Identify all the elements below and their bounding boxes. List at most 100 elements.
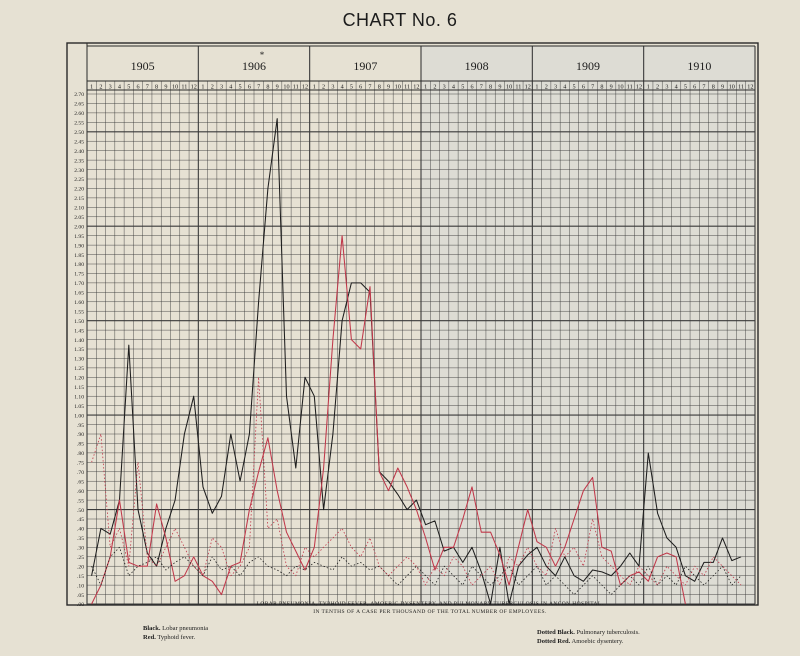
y-tick-label: 1.05 [74,404,84,410]
legend-left: Black. Lobar pneumonia Red. Typhoid feve… [143,624,208,642]
y-tick-label: .35 [77,536,84,542]
y-tick-label: .70 [77,470,84,476]
month-label: 1 [90,83,93,90]
month-label: 9 [387,83,390,90]
legend-item-amoebic-dysentery: Dotted Red. Amoebic dysentery. [537,638,624,645]
month-label: 10 [617,83,623,90]
y-tick-label: .05 [77,593,84,599]
month-label: 1 [313,83,316,90]
month-label: 2 [656,83,659,90]
y-tick-label: 1.90 [74,243,84,249]
month-label: 10 [506,83,512,90]
month-label: 11 [293,83,299,90]
y-tick-label: 1.75 [74,272,84,278]
month-label: 7 [146,83,149,90]
y-tick-label: .60 [77,489,84,495]
month-label: 8 [489,83,492,90]
y-tick-label: 1.25 [74,366,84,372]
y-tick-label: 2.10 [74,206,84,212]
month-label: 10 [283,83,289,90]
month-label: 11 [627,83,633,90]
y-tick-label: 2.20 [74,187,84,193]
y-tick-label: .45 [77,517,84,523]
legend-item-pulmonary-tuberculosis: Dotted Black. Pulmonary tuberculosis. [537,629,640,636]
y-tick-label: 1.70 [74,281,84,287]
month-label: 6 [136,83,139,90]
y-tick-label: .15 [77,574,84,580]
y-tick-label: 1.80 [74,262,84,268]
month-label: 9 [276,83,279,90]
month-label: 12 [636,83,642,90]
y-tick-label: 2.60 [74,111,84,117]
month-label: 12 [747,83,753,90]
month-label: 6 [470,83,473,90]
series-line-lobar-pneumonia [91,118,742,605]
y-tick-label: .10 [77,583,84,589]
y-tick-label: .30 [77,546,84,552]
month-label: 7 [480,83,483,90]
y-tick-label: 2.50 [74,130,84,136]
y-tick-label: .55 [77,498,84,504]
month-label: 9 [610,83,613,90]
month-label: 9 [721,83,724,90]
month-label: 6 [693,83,696,90]
y-tick-label: .50 [77,508,84,514]
month-label: 8 [600,83,603,90]
y-tick-label: 2.65 [74,102,84,108]
month-label: 2 [545,83,548,90]
legend-item-lobar-pneumonia: Black. Lobar pneumonia [143,625,209,632]
y-tick-label: .95 [77,423,84,429]
year-label: 1908 [465,59,489,73]
y-tick-label: .90 [77,432,84,438]
month-label: 5 [461,83,464,90]
y-tick-label: 2.25 [74,177,84,183]
y-tick-label: 1.45 [74,328,84,334]
month-label: 2 [99,83,102,90]
month-label: 8 [712,83,715,90]
month-label: 5 [350,83,353,90]
series-line-amoebic-dysentery [91,376,742,586]
month-label: 6 [359,83,362,90]
month-label: 4 [341,83,344,90]
y-tick-label: .40 [77,527,84,533]
month-label: 11 [738,83,744,90]
y-tick-label: 2.35 [74,158,84,164]
month-label: 4 [563,83,566,90]
month-label: 3 [665,83,668,90]
y-tick-label: 1.15 [74,385,84,391]
y-tick-label: 1.65 [74,291,84,297]
month-label: 6 [248,83,251,90]
month-label: 10 [395,83,401,90]
month-label: 10 [729,83,735,90]
year-label: 1910 [687,59,711,73]
month-label: 10 [172,83,178,90]
y-tick-label: 2.15 [74,196,84,202]
month-label: 7 [591,83,594,90]
y-tick-label: 1.95 [74,234,84,240]
month-label: 5 [573,83,576,90]
month-label: 3 [109,83,112,90]
y-tick-label: 1.30 [74,357,84,363]
y-tick-label: 2.70 [74,92,84,98]
y-tick-label: 2.00 [74,224,84,230]
month-label: 5 [239,83,242,90]
legend-item-typhoid-fever: Red. Typhoid fever. [143,634,196,641]
year-label: 1906 [242,59,266,73]
month-label: 2 [211,83,214,90]
y-tick-label: .20 [77,564,84,570]
y-tick-label: .65 [77,479,84,485]
y-tick-label: 1.20 [74,376,84,382]
year-label: 1909 [576,59,600,73]
month-label: 4 [118,83,121,90]
month-label: 12 [413,83,419,90]
month-label: 2 [322,83,325,90]
year-label: 1907 [353,59,377,73]
chart-caption-line1: LOBAR PNEUMONIA, TYPHOID FEVER, AMOEBIC … [256,601,604,607]
y-tick-label: .85 [77,442,84,448]
y-tick-label: .00 [77,602,84,608]
month-label: 11 [404,83,410,90]
month-label: 2 [433,83,436,90]
y-tick-label: 1.60 [74,300,84,306]
month-label: 4 [452,83,455,90]
